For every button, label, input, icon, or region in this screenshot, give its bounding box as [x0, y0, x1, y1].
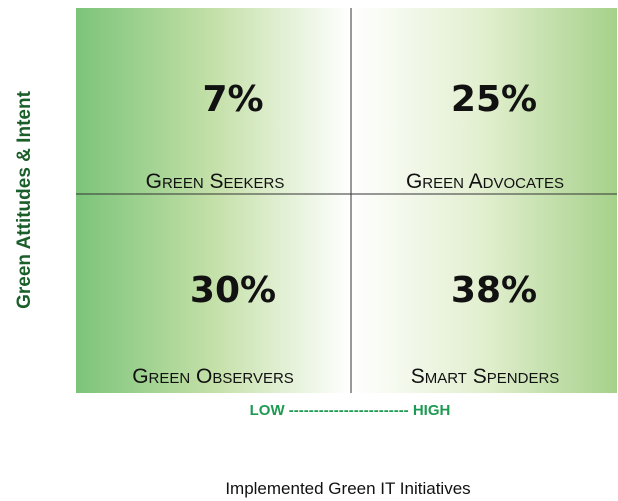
y-axis-label: Green Attitudes & Intent	[14, 90, 35, 308]
quadrant-value: 7%	[202, 79, 263, 120]
quadrant-label: Green Observers	[132, 365, 294, 388]
quadrant-value: 25%	[451, 79, 537, 120]
quadrant-label: Smart Spenders	[411, 365, 560, 388]
x-scale-label: LOW ------------------------ HIGH	[250, 402, 451, 419]
quadrant-label: Green Advocates	[406, 170, 564, 193]
x-axis-label: Implemented Green IT Initiatives	[225, 479, 470, 498]
quadrant-bg	[76, 194, 351, 393]
quadrant-bg	[76, 8, 351, 194]
quadrant-value: 30%	[190, 270, 276, 311]
quadrant-bg	[351, 8, 617, 194]
quadrant-label: Green Seekers	[146, 170, 285, 193]
quadrant-bg	[351, 194, 617, 393]
quadrant-value: 38%	[451, 270, 537, 311]
